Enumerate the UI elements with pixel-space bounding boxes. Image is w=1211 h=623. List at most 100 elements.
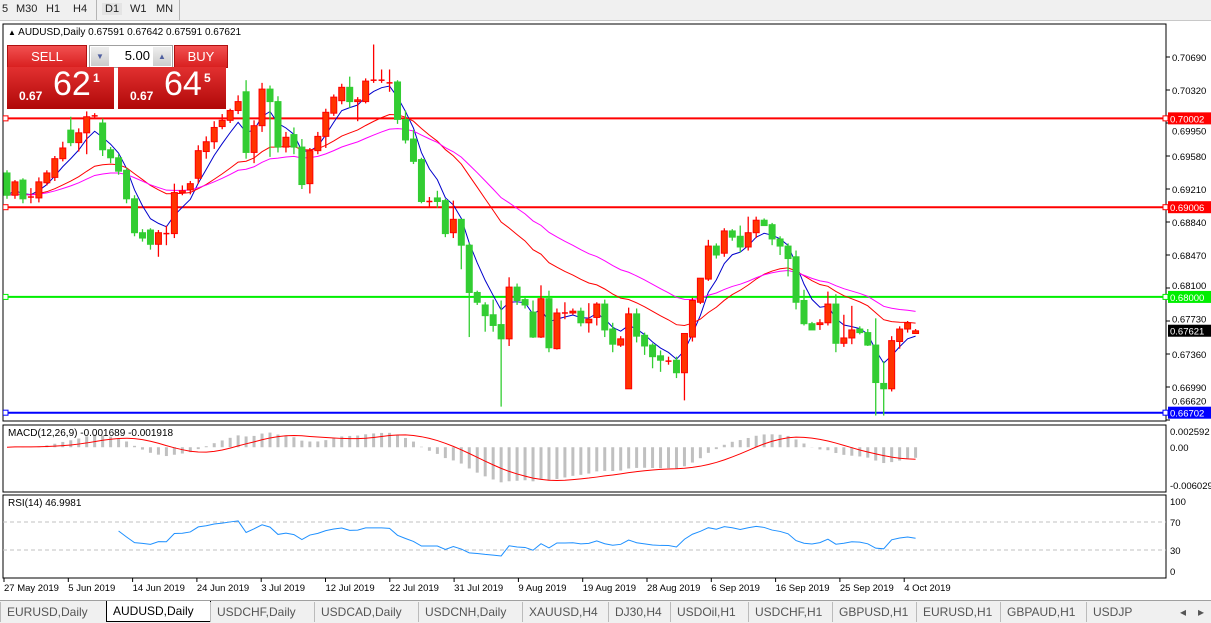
ma-slow-line — [6, 128, 916, 312]
candle-body — [601, 303, 609, 331]
candle-body — [728, 230, 736, 238]
candle-body — [186, 183, 194, 191]
chart-tab[interactable]: USDCAD,Daily — [314, 602, 418, 622]
chart-tab[interactable]: USDOil,H1 — [670, 602, 748, 622]
candle-body — [553, 312, 561, 350]
candle-body — [688, 299, 696, 338]
candle-body — [138, 232, 146, 239]
sell-price-fraction: 1 — [93, 71, 100, 85]
timeframe-mn-button[interactable]: MN — [156, 3, 174, 15]
candle-body — [210, 126, 218, 143]
tab-scroll-left-icon[interactable]: ◂ — [1180, 605, 1187, 619]
chart-tab[interactable]: AUDUSD,Daily — [106, 601, 211, 622]
candle-body — [43, 172, 51, 184]
chart-tab[interactable]: USDCHF,H1 — [748, 602, 832, 622]
candle-body — [505, 286, 513, 340]
line-handle — [1162, 204, 1169, 211]
line-handle — [3, 204, 9, 211]
macd-tick-label: 0.002592 — [1170, 427, 1210, 438]
candle-body — [641, 334, 649, 347]
hline-price-label: 0.70002 — [1170, 114, 1204, 125]
chart-tab[interactable]: DJ30,H4 — [608, 602, 670, 622]
price-tick-label: 0.70320 — [1172, 86, 1206, 97]
chart-tab[interactable]: GBPAUD,H1 — [1000, 602, 1086, 622]
candle-body — [115, 157, 123, 172]
lot-size-stepper[interactable]: ▼ 5.00 ▲ — [89, 45, 173, 68]
hline-price-tag — [1168, 406, 1211, 419]
candle-body — [11, 181, 19, 196]
candle-body — [704, 245, 712, 280]
decrease-lot-icon[interactable]: ▼ — [91, 47, 109, 66]
candle-body — [266, 88, 274, 103]
chart-tab[interactable]: USDCHF,Daily — [210, 602, 314, 622]
timeframe-h4-button[interactable]: H4 — [73, 3, 88, 15]
price-tick-label: 0.68100 — [1172, 281, 1206, 292]
price-tick-label: 0.69210 — [1172, 185, 1206, 196]
timeframe-d1-button[interactable]: D1 — [102, 3, 123, 15]
collapse-arrow-icon[interactable]: ▲ — [8, 28, 16, 37]
chart-tab[interactable]: GBPUSD,H1 — [832, 602, 916, 622]
hline-price-tag — [1168, 112, 1211, 125]
chart-tab[interactable]: EURUSD,H1 — [916, 602, 1000, 622]
line-handle — [3, 293, 9, 300]
tab-scroll-right-icon[interactable]: ▸ — [1198, 605, 1205, 619]
buy-price[interactable]: 0.67 64 5 — [118, 65, 226, 109]
sell-button[interactable]: SELL — [7, 45, 87, 68]
toolbar-separator — [96, 0, 97, 20]
rsi-tick-label: 70 — [1170, 518, 1181, 529]
chart-title: ▲ AUDUSD,Daily 0.67591 0.67642 0.67591 0… — [8, 27, 241, 38]
candle-body — [609, 328, 617, 345]
candle-body — [760, 219, 768, 227]
candle-body — [107, 149, 115, 159]
timeframe-m5-button[interactable]: 5 — [2, 3, 9, 15]
line-handle — [3, 409, 9, 416]
chart-tab[interactable]: USDCNH,Daily — [418, 602, 522, 622]
candle-body — [314, 135, 322, 152]
candle-body — [170, 192, 178, 235]
timeframe-m30-button[interactable]: M30 — [16, 3, 38, 15]
candle-body — [306, 150, 314, 185]
candle-body — [146, 229, 154, 245]
candle-body — [465, 244, 473, 293]
chart-tab[interactable]: USDJP — [1086, 602, 1146, 622]
chart-tab[interactable]: EURUSD,Daily — [0, 602, 106, 622]
price-tick-label: 0.69580 — [1172, 152, 1206, 163]
candle-body — [457, 218, 465, 246]
ma-mid-line — [6, 113, 916, 326]
candle-body — [346, 86, 354, 103]
candle-body — [896, 328, 904, 343]
sell-price[interactable]: 0.67 62 1 — [7, 65, 114, 109]
candle-body — [417, 159, 425, 202]
candle-body — [481, 304, 489, 317]
increase-lot-icon[interactable]: ▲ — [153, 47, 171, 66]
line-handle — [1162, 293, 1169, 300]
rsi-line — [118, 520, 916, 557]
candle-body — [250, 125, 258, 153]
timeframe-h1-button[interactable]: H1 — [46, 3, 61, 15]
date-tick-label: 6 Sep 2019 — [711, 583, 760, 594]
date-tick-label: 3 Jul 2019 — [261, 583, 305, 594]
candle-body — [912, 330, 920, 334]
candle-body — [776, 238, 784, 247]
macd-panel — [2, 424, 1167, 493]
line-handle — [1162, 115, 1169, 122]
candle-body — [274, 101, 282, 148]
buy-price-pips: 64 — [164, 65, 202, 103]
candle-body — [657, 355, 665, 361]
candle-body — [242, 91, 250, 153]
timeframe-w1-button[interactable]: W1 — [130, 3, 147, 15]
chart-tab[interactable]: XAUUSD,H4 — [522, 602, 608, 622]
macd-signal-line — [6, 434, 916, 482]
macd-tick-label: -0.006029 — [1170, 481, 1211, 492]
candle-body — [569, 310, 577, 314]
candle-body — [202, 141, 210, 153]
one-click-trading-panel: SELL ▼ 5.00 ▲ BUY 0.67 62 1 0.67 64 5 — [7, 45, 228, 110]
candle-body — [832, 303, 840, 344]
candle-body — [696, 277, 704, 303]
rsi-panel — [2, 494, 1167, 579]
price-tick-label: 0.69950 — [1172, 126, 1206, 137]
candle-body — [633, 313, 641, 337]
lot-size-input[interactable]: 5.00 — [124, 48, 150, 63]
candle-body — [402, 118, 409, 141]
hline-price-label: 0.68000 — [1170, 293, 1204, 304]
